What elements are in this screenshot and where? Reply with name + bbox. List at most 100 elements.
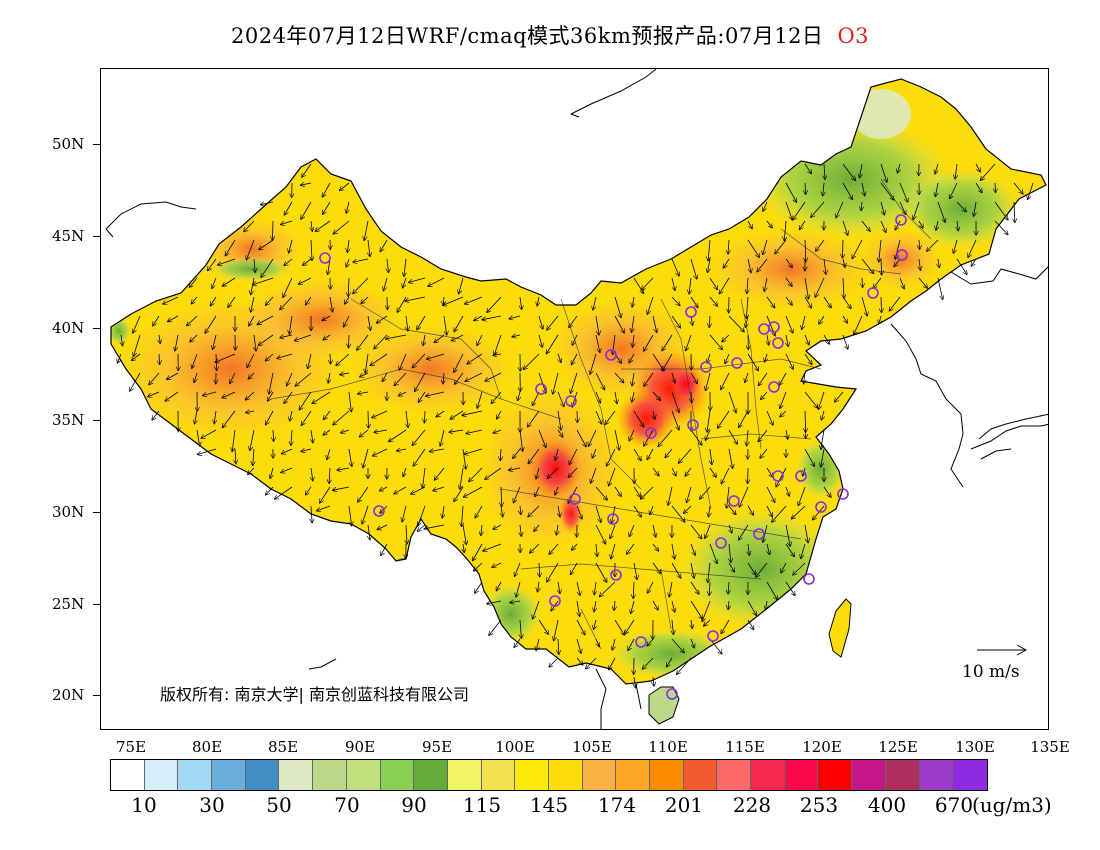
wind-arrow (460, 467, 464, 489)
wind-arrow (430, 449, 445, 452)
wind-arrow (669, 581, 673, 597)
wind-arrow (547, 562, 559, 582)
wind-arrow (353, 277, 369, 293)
wind-arrow (462, 505, 464, 526)
station-marker (565, 395, 577, 407)
wind-arrow (295, 372, 312, 386)
wind-arrow (340, 373, 350, 375)
wind-arrow (971, 258, 977, 266)
wind-arrow (246, 239, 255, 260)
wind-arrow (709, 543, 717, 563)
wind-arrow (766, 296, 775, 308)
wind-arrow (596, 638, 599, 647)
wind-arrow (475, 581, 483, 593)
wind-arrow (349, 334, 350, 348)
wind-arrow (477, 334, 483, 345)
wind-arrow (709, 277, 717, 289)
lon-label-80e: 80E (191, 738, 223, 756)
wind-arrow (772, 505, 787, 522)
wind-arrow (595, 410, 602, 424)
wind-arrow (786, 334, 788, 346)
wind-arrow (520, 619, 521, 638)
wind-arrow (647, 296, 654, 314)
wind-arrow (671, 277, 675, 290)
wind-arrow (757, 258, 768, 272)
wind-arrow (364, 220, 369, 240)
wind-arrow (554, 619, 559, 641)
wind-arrow (399, 391, 407, 396)
wind-arrow (434, 334, 445, 343)
wind-arrow (281, 467, 293, 473)
wind-arrow (725, 353, 730, 363)
wind-arrow (165, 391, 179, 401)
wind-arrow (291, 429, 292, 445)
lat-label-20n: 20N (52, 686, 85, 704)
wind-arrow (571, 372, 578, 393)
wind-arrow (501, 505, 503, 517)
lon-label-100e: 100E (495, 738, 535, 756)
wind-arrow (576, 581, 580, 595)
wind-arrow (804, 353, 812, 364)
legend-swatch (144, 760, 179, 790)
wind-arrow (358, 486, 369, 502)
wind-arrow (632, 372, 634, 386)
wind-arrow (459, 277, 464, 294)
wind-arrow (775, 239, 787, 254)
wind-arrow (248, 467, 255, 474)
wind-arrow (937, 277, 943, 299)
wind-arrow (208, 258, 217, 271)
wind-arrow (254, 334, 256, 351)
wind-arrow (766, 486, 775, 502)
wind-arrow (528, 505, 540, 517)
wind-arrow (266, 296, 274, 305)
wind-arrow (450, 410, 464, 419)
wind-arrow (576, 429, 586, 447)
wind-arrow (994, 201, 1008, 220)
wind-arrow (203, 391, 217, 396)
wind-arrow (386, 334, 407, 339)
wind-arrow (1013, 182, 1023, 194)
lon-label-105e: 105E (572, 738, 612, 756)
wind-arrow (159, 334, 160, 343)
wind-arrow (611, 543, 616, 559)
wind-arrow (614, 429, 619, 450)
legend-label: 228 (732, 793, 772, 817)
wind-arrow (627, 543, 635, 554)
wind-arrow (813, 505, 825, 520)
wind-arrow (644, 334, 654, 351)
wind-arrow (766, 581, 777, 600)
wind-arrow (201, 429, 217, 438)
lon-label-95e: 95E (421, 738, 453, 756)
wind-arrow (377, 315, 388, 323)
wind-arrow (533, 600, 540, 619)
wind-arrow (671, 315, 680, 328)
wind-arrow (464, 448, 483, 454)
wind-arrow (739, 486, 749, 507)
wind-arrow (417, 315, 426, 330)
wind-arrow (424, 410, 425, 423)
wind-arrow (333, 410, 350, 425)
wind-arrow (641, 486, 654, 499)
wind-arrow (719, 277, 730, 294)
wind-arrow (707, 353, 710, 363)
wind-arrow (595, 315, 599, 335)
wind-arrow (266, 410, 274, 425)
lon-label-135e: 135E (1030, 738, 1070, 756)
wind-arrow (330, 296, 333, 312)
wind-arrow (553, 372, 559, 394)
wind-arrow (647, 448, 654, 459)
wind-arrow (475, 505, 483, 518)
wind-arrow (823, 296, 831, 308)
taiwan-island (828, 598, 852, 658)
legend-swatch (245, 760, 280, 790)
wind-arrow (163, 296, 179, 304)
wind-arrow (427, 353, 445, 359)
wind-arrow (418, 391, 426, 402)
wind-arrow (353, 258, 369, 262)
wind-arrow (805, 429, 806, 438)
wind-arrow (423, 334, 425, 345)
wind-arrow (487, 296, 502, 312)
station-marker (319, 252, 331, 264)
wind-arrow (650, 505, 653, 515)
wind-arrow (723, 258, 730, 268)
